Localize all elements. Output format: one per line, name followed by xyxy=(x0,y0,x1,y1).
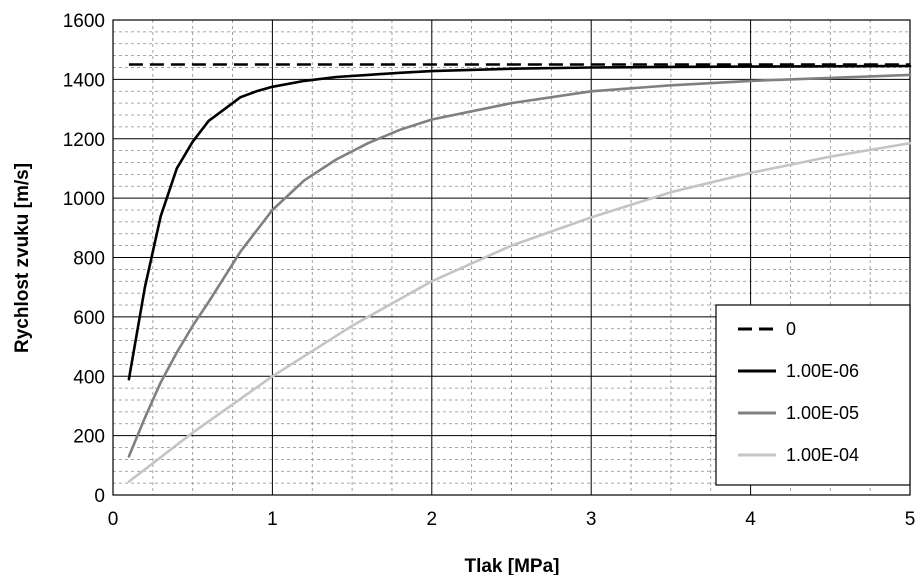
x-tick-label: 4 xyxy=(745,509,756,530)
major-gridlines xyxy=(113,20,910,495)
y-tick-label: 0 xyxy=(94,486,105,507)
y-tick-label: 200 xyxy=(73,427,105,448)
legend-label-2: 1.00E-05 xyxy=(786,403,859,423)
legend-label-3: 1.00E-04 xyxy=(786,445,859,465)
y-axis-title: Rychlost zvuku [m/s] xyxy=(12,163,33,353)
y-tick-label: 1000 xyxy=(63,189,105,210)
y-tick-label: 1600 xyxy=(63,11,105,32)
series-line-2 xyxy=(127,73,912,458)
x-tick-labels: 0 1 2 3 4 5 xyxy=(108,509,916,530)
x-tick-label: 5 xyxy=(905,509,916,530)
y-tick-label: 800 xyxy=(73,249,105,270)
series-line-1 xyxy=(127,64,912,381)
x-axis-title: Tlak [MPa] xyxy=(464,556,559,575)
legend-label-0: 0 xyxy=(786,319,796,339)
x-tick-label: 3 xyxy=(586,509,597,530)
x-tick-label: 2 xyxy=(427,509,438,530)
y-tick-label: 600 xyxy=(73,308,105,329)
x-tick-label: 0 xyxy=(108,509,119,530)
y-tick-label: 1400 xyxy=(63,70,105,91)
plot-frame xyxy=(112,19,911,496)
legend: 0 1.00E-06 1.00E-05 1.00E-04 xyxy=(715,304,911,486)
y-tick-labels: 0 200 400 600 800 1000 1200 1400 1600 xyxy=(63,11,105,507)
y-tick-label: 400 xyxy=(73,367,105,388)
y-tick-label: 1200 xyxy=(63,130,105,151)
minor-gridlines xyxy=(113,20,910,495)
x-tick-label: 1 xyxy=(267,509,278,530)
series-line-3 xyxy=(127,141,912,483)
legend-label-1: 1.00E-06 xyxy=(786,361,859,381)
series-layer xyxy=(127,63,912,483)
